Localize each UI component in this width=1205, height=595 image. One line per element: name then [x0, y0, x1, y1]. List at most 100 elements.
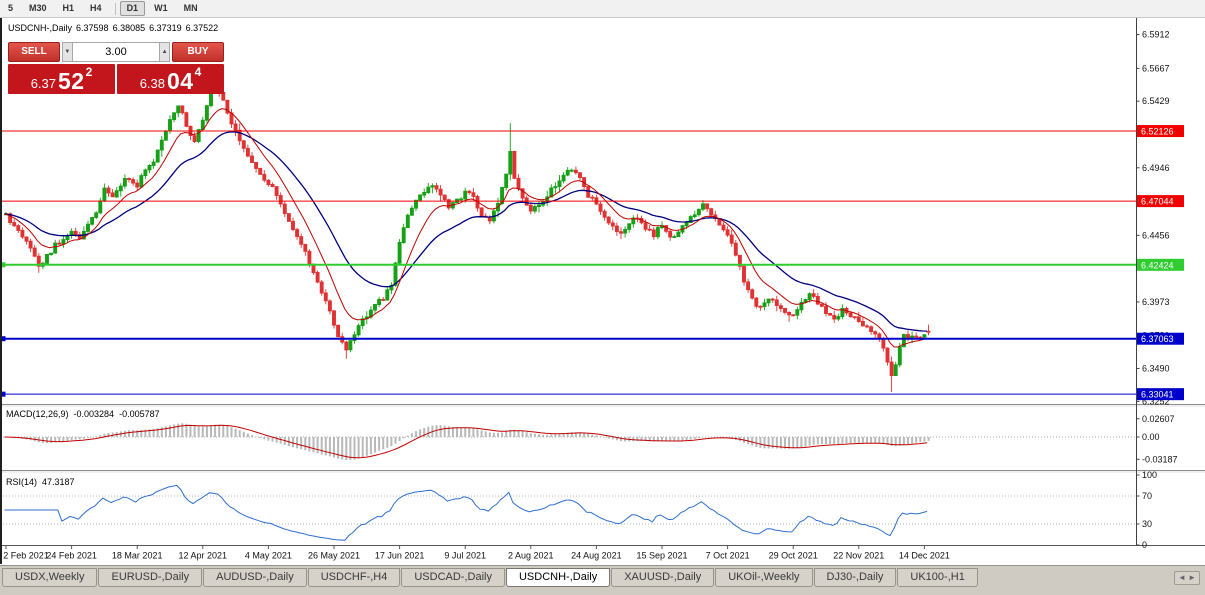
rsi-value: 47.3187 [42, 477, 75, 487]
ohlc-header: USDCNH-,Daily 6.37598 6.38085 6.37319 6.3752… [8, 23, 222, 33]
high-value: 6.38085 [112, 23, 146, 33]
price-tick-label: 6.3252 [1142, 396, 1170, 406]
volume-increase-icon[interactable]: ▲ [159, 42, 170, 62]
bid-prefix: 6.37 [30, 76, 57, 91]
hline-handle-icon[interactable] [0, 336, 6, 342]
chart-tab-audusd-daily[interactable]: AUDUSD-,Daily [203, 568, 307, 587]
symbol-period-label: USDCNH-,Daily [8, 23, 73, 33]
date-tick-label: 4 May 2021 [245, 551, 292, 561]
one-click-trading-panel: SELL ▼ ▲ BUY 6.37 52 2 6.38 04 4 [8, 42, 224, 94]
rsi-indicator-label: RSI(14) 47.3187 [6, 477, 80, 487]
price-tick-label: 6.4946 [1142, 163, 1170, 173]
price-badge [1137, 258, 1184, 271]
price-badge-label: 6.47044 [1141, 197, 1174, 207]
timeframe-h1[interactable]: H1 [56, 1, 82, 16]
date-tick-label: 2 Aug 2021 [508, 551, 554, 561]
price-tick-label: 6.5912 [1142, 30, 1170, 40]
macd-tick-label: 0.00 [1142, 432, 1160, 442]
volume-decrease-icon[interactable]: ▼ [62, 42, 73, 62]
chart-tab-ukoil-weekly[interactable]: UKOil-,Weekly [715, 568, 813, 587]
macd-main-value: -0.003284 [73, 409, 115, 419]
price-tick-label: 6.3973 [1142, 297, 1170, 307]
price-badge [1137, 332, 1184, 345]
macd-indicator-label: MACD(12,26,9) -0.003284 -0.005787 [6, 409, 165, 419]
date-tick-label: 29 Oct 2021 [769, 551, 818, 561]
buy-button[interactable]: BUY [172, 42, 224, 62]
macd-signal-value: -0.005787 [119, 409, 160, 419]
chart-tab-usdcnh-daily[interactable]: USDCNH-,Daily [505, 568, 611, 587]
rsi-tick-label: 70 [1142, 491, 1152, 501]
price-tick-label: 6.5429 [1142, 96, 1170, 106]
ask-prefix: 6.38 [139, 76, 166, 91]
candles-down [8, 87, 931, 392]
bid-pip-digit: 2 [85, 65, 93, 79]
bid-big-digits: 52 [58, 68, 85, 94]
date-tick-label: 17 Jun 2021 [375, 551, 425, 561]
ask-big-digits: 04 [167, 68, 194, 94]
price-tick-label: 6.3490 [1142, 364, 1170, 374]
price-tick-label: 6.5667 [1142, 63, 1170, 73]
tab-scroll-buttons[interactable]: ◄ ► [1173, 571, 1200, 585]
price-badge-label: 6.37063 [1141, 334, 1174, 344]
low-value: 6.37319 [149, 23, 182, 33]
price-tick-label: 6.4456 [1142, 230, 1170, 240]
sell-button[interactable]: SELL [8, 42, 60, 62]
price-badge [1137, 388, 1184, 401]
ma-fast-line [4, 108, 928, 348]
rsi-line [4, 484, 928, 541]
date-tick-label: 26 May 2021 [308, 551, 360, 561]
timeframe-d1[interactable]: D1 [119, 1, 146, 16]
timeframe-mn[interactable]: MN [177, 1, 205, 16]
price-badge [1137, 125, 1184, 138]
date-tick-label: 24 Feb 2021 [46, 551, 97, 561]
close-value: 6.37522 [185, 23, 219, 33]
toolbar-divider [114, 2, 116, 15]
date-tick-label: 24 Aug 2021 [571, 551, 622, 561]
rsi-name: RSI(14) [6, 477, 38, 487]
hline-handle-icon[interactable] [0, 262, 6, 268]
bid-price-display[interactable]: 6.37 52 2 [8, 64, 115, 94]
date-tick-label: 15 Sep 2021 [636, 551, 687, 561]
date-tick-label: 7 Oct 2021 [706, 551, 750, 561]
volume-stepper: ▼ ▲ [62, 42, 170, 62]
chart-tab-xauusd-daily[interactable]: XAUUSD-,Daily [611, 568, 715, 587]
date-tick-label: 22 Nov 2021 [833, 551, 884, 561]
macd-histogram [9, 423, 930, 461]
date-tick-label: 14 Dec 2021 [899, 551, 950, 561]
hline-handle-icon[interactable] [0, 391, 6, 397]
volume-input[interactable] [72, 42, 160, 62]
timeframe-m30[interactable]: M30 [22, 1, 54, 16]
window-left-border [0, 18, 2, 564]
chart-tab-usdchf-h4[interactable]: USDCHF-,H4 [307, 568, 401, 587]
price-badge-label: 6.52126 [1141, 127, 1174, 137]
price-badge [1137, 195, 1184, 208]
macd-signal-line [4, 424, 928, 459]
chart-tabbar: USDX,Weekly EURUSD-,Daily AUDUSD-,Daily USD… [0, 565, 1205, 595]
chart-tab-usdcad-daily[interactable]: USDCAD-,Daily [401, 568, 505, 587]
timeframe-w1[interactable]: W1 [147, 1, 175, 16]
date-tick-label: 18 Mar 2021 [112, 551, 163, 561]
ma-slow-line [4, 131, 928, 332]
price-badge-label: 6.42424 [1141, 260, 1174, 270]
chart-tab-dj30-daily[interactable]: DJ30-,Daily [813, 568, 897, 587]
timeframe-toolbar: 5 M30 H1 H4 D1 W1 MN [0, 0, 1205, 18]
ask-price-display[interactable]: 6.38 04 4 [117, 64, 224, 94]
price-badge-label: 6.33041 [1141, 390, 1174, 400]
timeframe-5[interactable]: 5 [1, 1, 20, 16]
date-tick-label: 9 Jul 2021 [444, 551, 486, 561]
date-tick-label: 2 Feb 2021 [3, 551, 49, 561]
chart-tab-eurusd-daily[interactable]: EURUSD-,Daily [98, 568, 203, 587]
chart-tab-usdx-weekly[interactable]: USDX,Weekly [2, 568, 98, 587]
chart-window[interactable]: 6.59126.56676.54296.51916.49466.47046.44… [0, 18, 1205, 595]
timeframe-h4[interactable]: H4 [83, 1, 109, 16]
chart-tab-uk100-h1[interactable]: UK100-,H1 [897, 568, 978, 587]
date-tick-label: 12 Apr 2021 [179, 551, 228, 561]
macd-tick-label: -0.03187 [1142, 454, 1178, 464]
candles-up [4, 80, 927, 376]
rsi-tick-label: 30 [1142, 519, 1152, 529]
rsi-tick-label: 100 [1142, 470, 1157, 480]
chart-canvas[interactable]: 6.59126.56676.54296.51916.49466.47046.44… [0, 18, 1205, 565]
rsi-tick-label: 0 [1142, 540, 1147, 550]
macd-tick-label: 0.02607 [1142, 414, 1175, 424]
